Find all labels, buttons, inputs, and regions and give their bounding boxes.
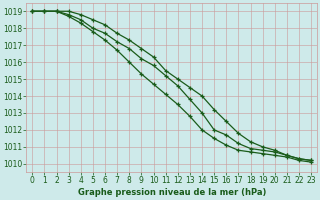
X-axis label: Graphe pression niveau de la mer (hPa): Graphe pression niveau de la mer (hPa) (77, 188, 266, 197)
